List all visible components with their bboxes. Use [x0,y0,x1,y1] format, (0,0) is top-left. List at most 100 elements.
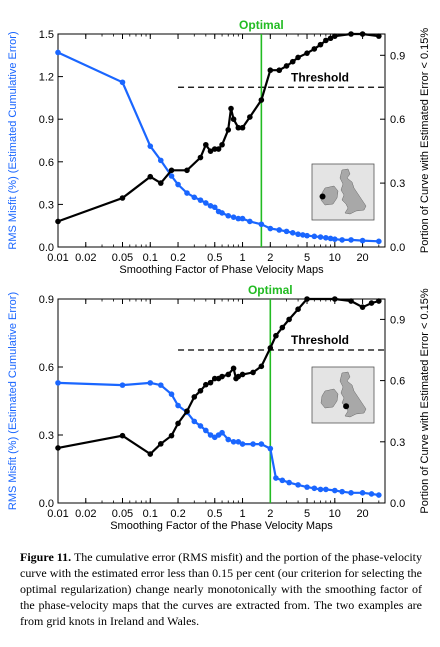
portion-curve-point [119,432,126,439]
rms-misfit-point [168,391,175,397]
rms-misfit-point [197,197,204,203]
portion-curve-point [279,324,286,331]
portion-curve-point [219,141,225,148]
rms-misfit-point [258,441,265,447]
rms-misfit-point [332,487,338,494]
portion-curve-point [359,31,366,37]
portion-curve-point [376,298,382,304]
y-right-tick-label: 0.3 [390,178,405,190]
portion-curve-point [235,124,242,131]
portion-curve-point [147,451,154,457]
rms-misfit-point [55,380,61,386]
rms-misfit-point [339,237,345,243]
rms-misfit-point [295,231,301,238]
portion-curve-point [258,363,265,370]
rms-misfit-point [323,234,329,241]
portion-curve-point [273,332,279,339]
rms-misfit-point [230,214,237,220]
rms-misfit-point [175,181,181,188]
portion-curve-point [359,304,366,310]
rms-misfit-point [184,190,190,196]
inset-map [311,163,375,221]
portion-curve-point [276,67,283,74]
x-tick-label: 0.5 [207,252,222,264]
plot-frame [57,298,386,504]
rms-misfit-point [276,227,283,233]
portion-curve-point [55,218,61,225]
rms-misfit-point [239,441,246,447]
x-tick-label: 0.01 [47,508,68,520]
inset-map [311,366,375,424]
rms-misfit-point [279,477,286,484]
y-left-axis-label: RMS Misfit (%) (Estimated Cumulative Err… [7,292,19,510]
x-tick-label: 5 [304,252,310,264]
threshold-label: Threshold [291,70,349,84]
x-axis-label: Smoothing Factor of the Phase Velocity M… [110,520,333,532]
rms-misfit-point [295,482,301,488]
portion-curve-point [332,33,338,39]
rms-misfit-point [197,423,204,429]
y-right-tick-label: 0.3 [390,437,405,449]
y-right-tick-label: 0.9 [390,50,405,62]
portion-curve-point [332,296,338,302]
optimal-label: Optimal [248,283,293,297]
rms-misfit-point [147,143,154,149]
rms-misfit-point [317,486,324,493]
portion-curve-point [219,373,225,380]
portion-curve-point [230,365,237,372]
rms-misfit-point [119,79,126,86]
y-left-tick-label: 0.3 [39,430,54,442]
x-tick-label: 0.2 [170,252,185,264]
portion-curve-point [168,167,175,174]
rms-misfit-point [283,228,290,235]
rms-misfit-point [239,215,246,222]
rms-misfit-point [359,237,366,244]
portion-curve-point [323,37,329,44]
x-tick-label: 10 [329,252,341,264]
portion-curve-point [235,373,242,380]
rms-misfit-point [273,475,279,481]
y-right-tick-label: 0.9 [390,314,405,326]
caption-text: The cumulative error (RMS misfit) and th… [20,550,423,628]
rms-misfit-point [304,484,310,490]
x-tick-label: 0.05 [112,252,133,264]
y-right-axis-label: Portion of Curve with Estimated Error < … [419,288,431,514]
rms-misfit-point [219,429,225,436]
portion-curve-point [295,306,301,312]
rms-misfit-point [376,238,382,245]
figure-caption: Figure 11. The cumulative error (RMS mis… [20,549,422,629]
portion-curve-point [207,148,214,154]
portion-curve-point [267,345,274,351]
x-tick-label: 5 [304,508,310,520]
x-tick-label: 0.1 [143,252,158,264]
y-left-tick-label: 0.0 [39,242,54,254]
portion-curve-point [225,127,232,133]
x-tick-label: 0.02 [75,252,96,264]
rms-misfit-point [339,488,345,495]
rms-misfit-point [119,382,126,388]
portion-curve-point [184,167,190,174]
rms-misfit-point [203,200,209,206]
portion-curve-point [157,441,164,447]
portion-curve-point [175,420,181,427]
portion-curve-point [184,408,190,414]
x-tick-label: 2 [267,508,273,520]
x-tick-label: 20 [356,252,368,264]
rms-misfit-point [327,235,334,242]
rms-misfit-point [332,236,338,242]
portion-curve-point [239,371,246,378]
portion-curve-point [207,379,214,386]
rms-misfit-point [311,485,318,492]
x-tick-label: 0.1 [143,508,158,520]
portion-curve-point [215,146,222,152]
rms-misfit-point [211,204,218,211]
rms-misfit-point [250,441,256,447]
rms-misfit-point [359,490,366,496]
y-right-tick-label: 0.0 [390,242,405,254]
threshold-label: Threshold [291,333,349,347]
portion-curve-point [168,432,175,439]
portion-curve-point [247,114,253,120]
portion-curve-point [348,298,354,304]
rms-misfit-point [348,237,354,243]
caption-label: Figure 11. [20,550,72,564]
